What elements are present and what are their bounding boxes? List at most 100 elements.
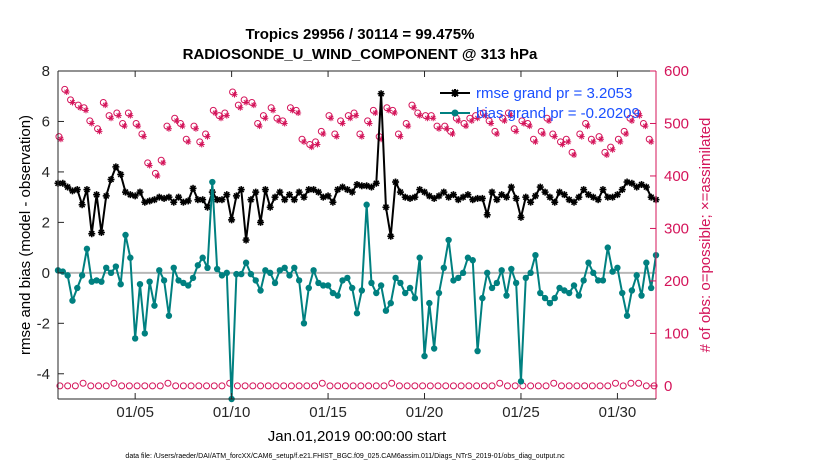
- bias-point: [580, 277, 587, 284]
- y-right-tick-label: 100: [664, 325, 689, 342]
- obs-possible-marker: [426, 382, 434, 390]
- bias-point: [474, 347, 481, 355]
- obs-assimilated-marker: [333, 133, 340, 140]
- bias-point: [122, 231, 129, 239]
- legend-label-rmse: rmse grand pr = 3.2053: [476, 85, 632, 102]
- rmse-point: [223, 191, 231, 199]
- obs-assimilated-marker: [559, 141, 566, 148]
- rmse-point: [353, 181, 361, 189]
- bias-point: [623, 312, 631, 319]
- obs-assimilated-marker: [185, 138, 192, 145]
- bias-point: [69, 297, 76, 304]
- obs-possible-marker: [573, 382, 581, 390]
- obs-assimilated-marker: [308, 144, 315, 151]
- obs-possible-marker: [272, 382, 280, 390]
- rmse-point: [633, 183, 641, 191]
- bias-point: [614, 264, 621, 271]
- obs-assimilated-marker: [482, 112, 489, 119]
- obs-possible-marker: [218, 382, 226, 390]
- bias-point: [291, 264, 298, 271]
- obs-possible-marker: [149, 382, 157, 390]
- bias-point: [131, 335, 139, 342]
- obs-assimilated-marker: [598, 136, 605, 143]
- obs-assimilated-marker: [327, 115, 334, 122]
- obs-assimilated-marker: [623, 130, 630, 137]
- bias-point: [426, 299, 433, 307]
- bias-point: [570, 282, 578, 289]
- obs-assimilated-marker: [115, 112, 122, 119]
- bias-point: [262, 267, 269, 274]
- obs-assimilated-marker: [455, 117, 462, 124]
- bias-point: [199, 254, 206, 261]
- bias-point: [488, 284, 496, 292]
- obs-assimilated-marker: [320, 130, 327, 137]
- bias-point: [324, 282, 332, 289]
- footnote: data file: /Users/raeder/DAI/ATM_forcXX/…: [125, 453, 565, 460]
- rmse-point: [290, 196, 298, 204]
- obs-possible-marker: [303, 382, 311, 390]
- bias-point: [387, 299, 394, 307]
- rmse-point: [435, 192, 443, 200]
- obs-assimilated-marker: [237, 104, 244, 111]
- rmse-point: [382, 203, 390, 211]
- obs-possible-marker: [102, 382, 110, 390]
- rmse-point: [541, 188, 549, 196]
- rmse-point: [425, 192, 433, 200]
- obs-possible-marker: [118, 382, 126, 390]
- obs-assimilated-marker: [405, 123, 412, 130]
- obs-assimilated-marker: [410, 104, 417, 111]
- obs-possible-marker: [233, 382, 241, 390]
- obs-assimilated-marker: [69, 99, 76, 106]
- chart-title: Tropics 29956 / 30114 = 99.475%: [246, 26, 475, 43]
- obs-assimilated-marker: [275, 117, 282, 124]
- bias-point: [484, 269, 491, 277]
- bias-point: [377, 282, 385, 289]
- bias-point: [464, 254, 472, 261]
- bias-point: [242, 259, 250, 266]
- bias-point: [353, 310, 361, 317]
- y-right-tick-label: 500: [664, 115, 689, 132]
- obs-assimilated-marker: [347, 115, 354, 122]
- bias-point: [498, 267, 505, 274]
- obs-possible-marker: [527, 382, 535, 390]
- rmse-point: [150, 196, 158, 204]
- obs-assimilated-marker: [270, 107, 277, 114]
- rmse-point: [131, 192, 139, 200]
- obs-possible-marker: [195, 382, 203, 390]
- obs-assimilated-marker: [416, 112, 423, 119]
- y-right-tick-label: 200: [664, 273, 689, 290]
- rmse-point: [261, 186, 269, 194]
- obs-assimilated-marker: [540, 130, 547, 137]
- rmse-point: [507, 183, 515, 191]
- obs-assimilated-marker: [250, 102, 257, 109]
- bias-point: [98, 278, 105, 285]
- rmse-point: [237, 186, 245, 194]
- obs-possible-marker: [280, 382, 288, 390]
- bias-point: [117, 281, 124, 288]
- legend-marker-bias: [451, 109, 459, 117]
- obs-assimilated-marker: [192, 125, 199, 132]
- rmse-point: [257, 218, 265, 226]
- rmse-point: [228, 216, 236, 224]
- obs-assimilated-marker: [88, 120, 95, 127]
- obs-possible-marker: [403, 382, 411, 390]
- bias-point: [74, 284, 81, 292]
- rmse-point: [449, 191, 457, 199]
- obs-possible-marker: [473, 382, 481, 390]
- bias-point: [165, 312, 173, 319]
- bias-point: [459, 269, 467, 277]
- rmse-point: [83, 186, 91, 194]
- obs-possible-marker: [334, 382, 342, 390]
- bias-point: [127, 254, 134, 261]
- obs-possible-marker: [141, 382, 149, 390]
- rmse-point: [59, 179, 67, 187]
- rmse-point: [483, 211, 491, 219]
- y-left-tick-label: 2: [42, 214, 50, 231]
- obs-possible-marker: [380, 382, 388, 390]
- obs-possible-marker: [465, 382, 473, 390]
- obs-assimilated-marker: [173, 117, 180, 124]
- rmse-point: [300, 193, 308, 201]
- rmse-point: [628, 179, 636, 187]
- obs-assimilated-marker: [584, 123, 591, 130]
- rmse-point: [421, 188, 429, 196]
